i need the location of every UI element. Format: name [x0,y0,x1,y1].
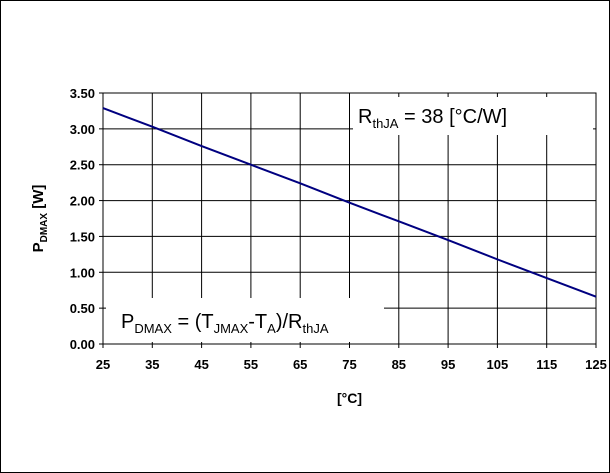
series-layer [102,107,597,298]
series-line [102,107,597,298]
rth-rest: = 38 [°C/W] [398,106,507,128]
formula-annotation: PDMAX = (TJMAX-TA)/RthJA [121,311,329,336]
formula-part-2: = (T [172,311,214,333]
formula-part-1: P [121,311,134,333]
x-tick-label: 105 [487,357,509,372]
x-tick-label: 65 [293,357,307,372]
y-label-prefix: P [30,242,47,252]
y-tick-label: 2.00 [70,194,95,209]
plot-border [102,92,597,345]
x-tick-label: 95 [441,357,455,372]
y-label-sub: DMAX [39,213,50,243]
rth-annotation-box [353,97,593,135]
x-tick-label: 85 [392,357,406,372]
x-tick-label: 125 [585,357,607,372]
y-tick-label: 0.00 [70,337,95,352]
x-axis-label: [°C] [337,390,362,406]
x-tick-label: 75 [342,357,356,372]
rth-annotation: RthJA = 38 [°C/W] [358,106,507,131]
y-tick-labels: 0.00 0.50 1.00 1.50 2.00 2.50 3.00 3.50 [70,86,95,352]
formula-part-4: )/R [276,311,303,333]
y-tick-label: 3.50 [70,86,95,101]
x-tick-label: 45 [194,357,208,372]
x-tick-labels: 25 35 45 55 65 75 85 95 105 115 125 [96,357,607,372]
formula-sub-2: JMAX [214,321,249,336]
rth-main: R [358,106,372,128]
x-tick-label: 115 [536,357,557,372]
y-label-suffix: [W] [30,185,47,213]
x-tick-label: 55 [244,357,258,372]
formula-sub-1: DMAX [134,321,172,336]
y-tick-label: 1.50 [70,229,95,244]
y-tick-label: 0.50 [70,301,95,316]
y-axis-label: PDMAX [W] [30,185,50,253]
y-tick-label: 3.00 [70,122,95,137]
y-tick-label: 1.00 [70,265,95,280]
formula-annotation-box [106,298,384,342]
formula-sub-4: thJA [302,321,328,336]
formula-part-3: -T [248,311,267,333]
formula-sub-3: A [267,321,276,336]
x-tick-label: 35 [145,357,159,372]
x-tick-label: 25 [96,357,110,372]
rth-sub: thJA [372,116,398,131]
y-tick-label: 2.50 [70,158,95,173]
